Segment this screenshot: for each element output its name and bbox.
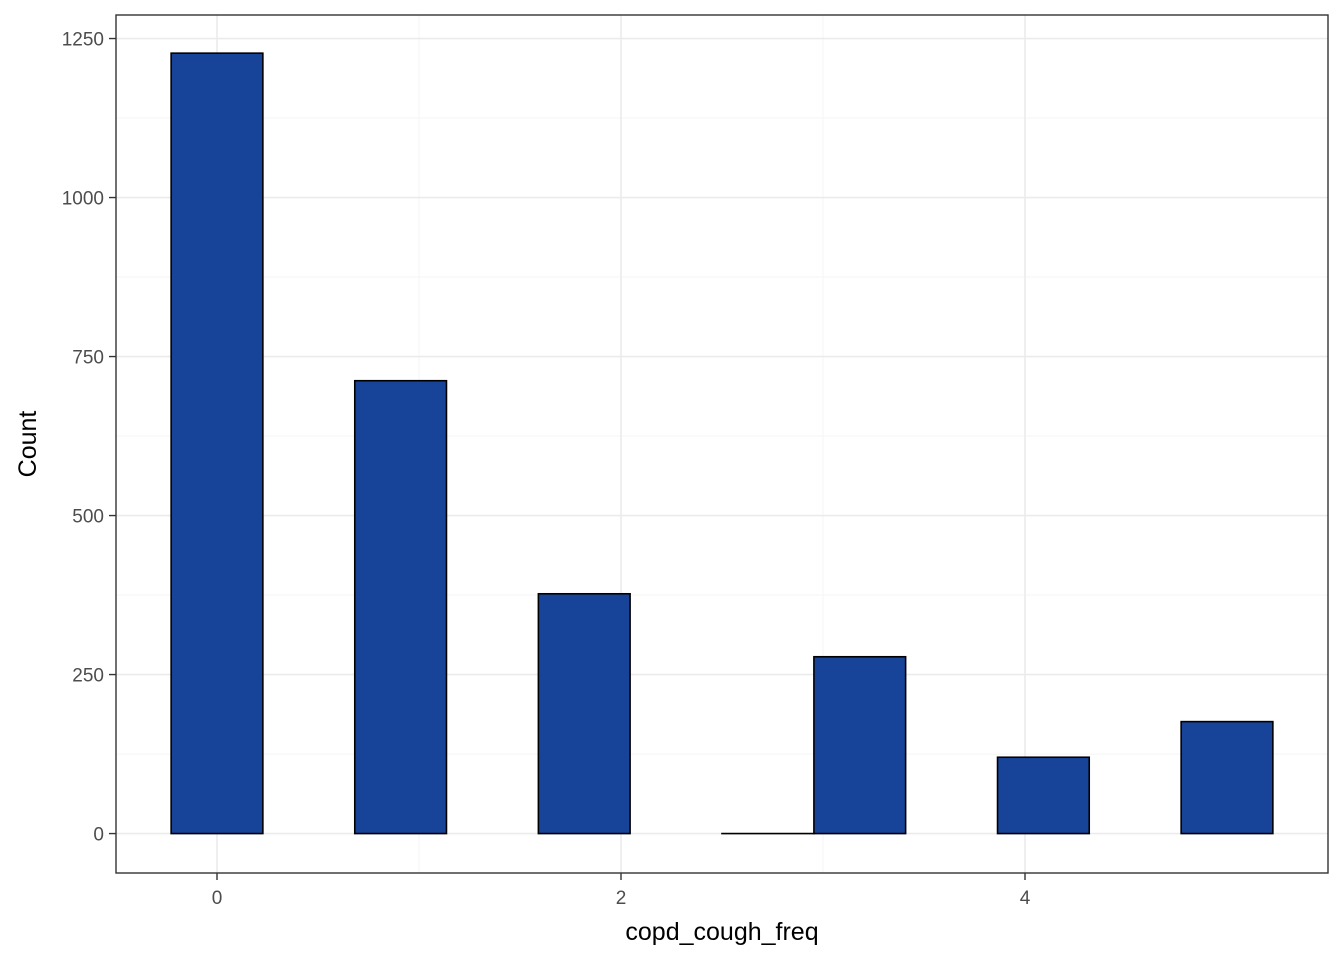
x-axis: 0 2 4 <box>212 873 1031 909</box>
histogram-bar <box>1180 720 1274 835</box>
y-axis-title: Count <box>14 411 42 478</box>
histogram-bar <box>813 655 907 835</box>
y-axis: 0 250 500 750 1000 1250 <box>62 30 116 846</box>
histogram-bar <box>537 592 631 835</box>
y-tick-label: 0 <box>93 825 104 846</box>
y-tick-label: 500 <box>72 507 104 528</box>
y-tick-label: 1000 <box>62 189 104 210</box>
major-gridlines <box>116 15 1328 873</box>
x-tick-label: 2 <box>616 888 627 909</box>
histogram-bar <box>353 379 448 835</box>
y-tick-label: 750 <box>72 348 104 369</box>
x-tick-label: 4 <box>1020 888 1031 909</box>
histogram-bars <box>170 52 1274 835</box>
minor-gridlines <box>116 15 1328 873</box>
histogram-bar <box>170 52 264 835</box>
histogram-bar <box>996 756 1091 835</box>
y-tick-label: 250 <box>72 666 104 687</box>
panel-border <box>115 14 1329 874</box>
y-tick-label: 1250 <box>62 30 104 51</box>
x-tick-label: 0 <box>212 888 223 909</box>
x-axis-title: copd_cough_freq <box>625 918 818 946</box>
